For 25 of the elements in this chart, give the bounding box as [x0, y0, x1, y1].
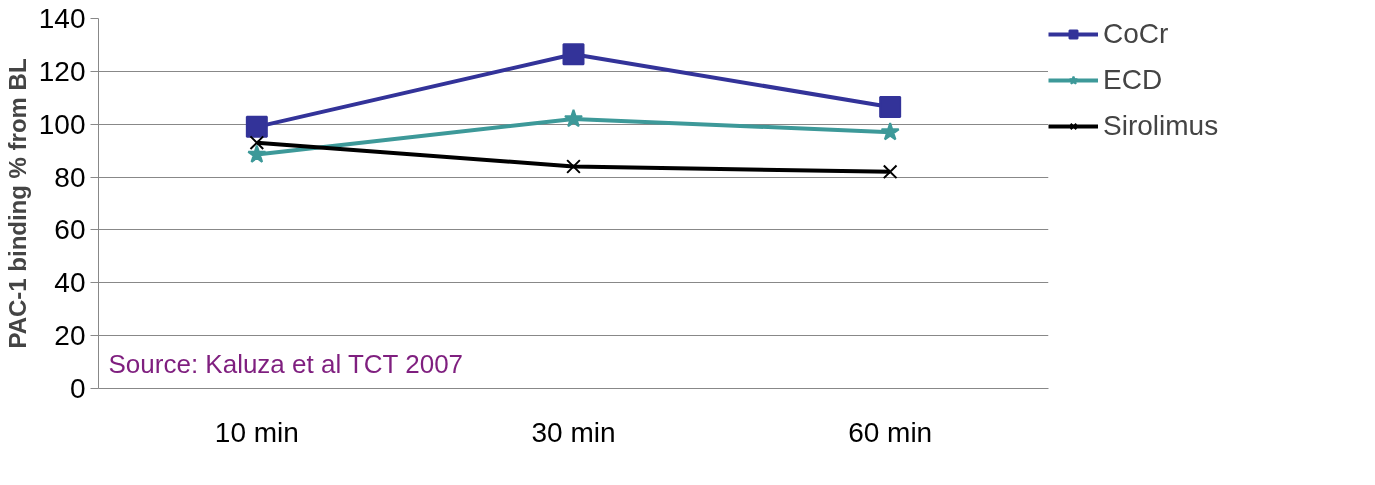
point	[880, 122, 900, 141]
point	[879, 96, 902, 119]
point	[563, 108, 584, 128]
x-tick-label: 10 min	[214, 416, 299, 448]
y-tick-label: 40	[54, 267, 86, 299]
annotation: Source: Kaluza et al TCT 2007	[108, 348, 464, 379]
point	[249, 135, 265, 151]
legend-label: Sirolimus	[1103, 110, 1219, 142]
y-tick-label: 20	[54, 320, 86, 352]
point	[245, 115, 268, 138]
y-tick-label: 120	[38, 55, 86, 87]
point	[562, 43, 585, 66]
point	[882, 164, 898, 180]
legend-label: ECD	[1103, 64, 1163, 96]
point	[247, 144, 267, 163]
point	[566, 159, 581, 174]
x-tick-label: 30 min	[531, 416, 616, 448]
y-tick-label: 100	[38, 108, 86, 140]
y-tick-label: 60	[54, 214, 86, 246]
y-axis-title: PAC-1 binding % from BL	[3, 58, 31, 349]
legend-label: CoCr	[1103, 18, 1169, 50]
y-tick-label: 0	[69, 373, 86, 404]
y-tick-label: 80	[54, 161, 86, 193]
y-tick-label: 140	[38, 3, 86, 34]
x-tick-label: 60 min	[848, 416, 933, 448]
